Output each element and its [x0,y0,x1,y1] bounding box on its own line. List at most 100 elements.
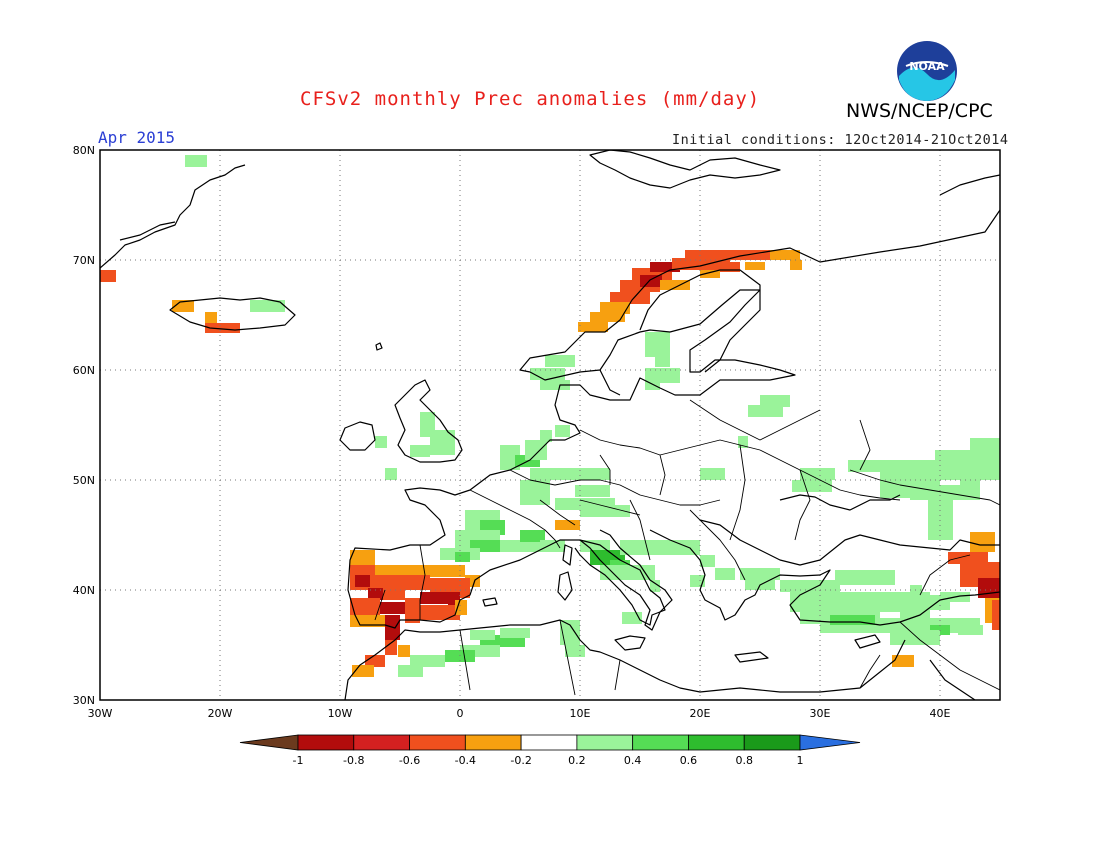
longitude-tick-label: 0 [457,707,464,720]
latitude-tick-label: 40N [73,584,95,597]
anomaly-cell [660,280,690,290]
latitude-tick-label: 80N [73,144,95,157]
anomaly-cell [250,300,285,312]
forecast-month-label: Apr 2015 [98,128,176,147]
anomaly-cell [368,588,383,600]
colorbar-tick-label: 0.6 [680,754,698,767]
anomaly-cell [430,430,455,455]
anomaly-cell [398,665,423,677]
anomaly-cell [970,532,995,552]
anomaly-cell [645,332,670,357]
anomaly-cell [565,645,585,657]
colorbar-tick-label: -1 [293,754,304,767]
anomaly-cell [420,605,460,620]
anomaly-cell [948,552,988,564]
anomaly-cell [770,250,800,260]
colorbar: -1 -0.8 -0.6 -0.4 -0.2 0.2 0.4 0.6 0.8 1 [239,734,861,767]
colorbar-bin [632,734,689,751]
gridlines [100,150,1000,700]
coastlines [100,150,1000,700]
noaa-logo-icon: NOAA [897,41,957,101]
colorbar-tick-label: -0.2 [510,754,531,767]
colorbar-tick-label: 0.8 [735,754,753,767]
latitude-tick-label: 60N [73,364,95,377]
anomaly-cell [970,438,1000,453]
latitude-tick-label: 50N [73,474,95,487]
anomaly-cell [590,312,625,322]
anomaly-cell [650,262,680,272]
anomaly-cell [745,262,765,270]
noaa-logo-text: NOAA [909,60,945,73]
anomaly-cell [185,155,207,167]
latitude-tick-label: 30N [73,694,95,707]
agency-label: NWS/NCEP/CPC [846,100,993,122]
anomaly-cell [405,598,420,623]
anomaly-cell [398,645,410,657]
anomaly-cell [205,323,240,333]
anomaly-cell [500,540,540,552]
anomaly-cell [645,380,660,390]
anomaly-cell [830,615,875,625]
anomaly-cell [575,485,610,497]
colorbar-tick-label: 1 [797,754,804,767]
anomaly-cell [350,615,385,627]
anomaly-cell [375,436,387,448]
colorbar-tick-label: -0.4 [455,754,476,767]
colorbar-bin [688,734,745,751]
anomaly-cell [410,655,445,667]
colorbar-bin [353,734,410,751]
anomaly-cell [520,530,545,542]
anomaly-cell [700,468,725,480]
longitude-labels: 30W 20W 10W 0 10E 20E 30E 40E [88,707,951,720]
longitude-tick-label: 30W [88,707,113,720]
anomaly-cell [685,250,730,262]
anomaly-cell [748,405,783,417]
anomaly-cell [960,480,980,500]
colorbar-low-arrow [239,734,299,751]
colorbar-tick-label: -0.6 [399,754,420,767]
colorbar-bin [297,734,355,751]
anomaly-cell [555,520,580,530]
longitude-tick-label: 20E [690,707,711,720]
longitude-tick-label: 20W [208,707,233,720]
anomaly-cell [715,568,735,580]
anomaly-cell [578,322,608,332]
anomaly-cell [172,300,194,312]
anomaly-cell [700,270,720,278]
anomaly-cell [740,568,780,580]
anomaly-cell [420,592,450,604]
latitude-tick-label: 70N [73,254,95,267]
anomaly-cell [655,355,670,367]
anomaly-cell [700,555,715,567]
anomaly-cell [890,630,940,645]
anomaly-cell [350,550,375,566]
anomaly-cell [540,430,552,442]
anomaly-cell [850,600,865,612]
anomaly-cell [900,600,930,620]
anomaly-cell [738,436,748,448]
anomaly-cell [780,580,840,592]
anomaly-cells [100,155,1000,677]
anomaly-cell [380,602,410,614]
anomaly-cell [355,575,370,587]
colorbar-tick-label: 0.4 [624,754,642,767]
anomaly-cell [470,630,495,640]
anomaly-cell [690,575,705,587]
anomaly-cell [455,600,467,615]
anomaly-cell [610,292,650,304]
map-frame [99,149,1001,701]
colorbar-bin [520,734,578,751]
colorbar-tick-label: 0.2 [568,754,586,767]
anomaly-cell [540,540,565,552]
anomaly-cell [580,505,630,517]
anomaly-cell [700,262,740,272]
anomaly-cell [525,440,547,460]
map-title: CFSv2 monthly Prec anomalies (mm/day) [300,88,761,110]
anomaly-cell [385,640,397,655]
anomaly-cell [650,580,660,592]
colorbar-tick-label: -0.8 [343,754,364,767]
anomaly-cell [600,565,655,580]
anomaly-cell [580,540,610,552]
colorbar-bin [464,734,522,751]
longitude-tick-label: 30E [810,707,831,720]
